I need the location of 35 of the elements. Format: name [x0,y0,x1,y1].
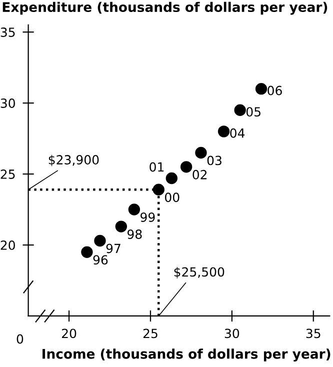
ref-line-label: $23,900 [48,154,99,166]
annotation: 06 [268,86,282,96]
annotation: 00 [165,192,180,202]
point [180,161,192,173]
point [218,126,230,138]
x-tick-label: 20 [62,328,76,338]
annotation: 96 [93,255,108,265]
annotation: 05 [246,107,260,117]
point [166,172,178,184]
annotation: 01 [150,162,164,172]
annotation: 04 [230,128,245,138]
point [81,246,93,258]
annotation: 03 [207,156,222,166]
point [195,146,207,159]
text: 0 [16,334,24,344]
y-axis-title: Expenditure (thousands of dollars per year) [2,2,328,15]
x-axis-title: Income (thousands of dollars per year) [42,348,330,362]
y-tick-label: 30 [0,98,15,108]
point [128,204,140,216]
y-tick-label: 20 [0,240,15,250]
y-tick-label: 35 [0,28,15,37]
x-tick-label: 25 [143,328,158,338]
annotation: 02 [192,170,207,180]
ref-line-label: $25,500 [174,266,224,278]
point [234,104,246,116]
x-tick-label: 35 [306,328,320,338]
point [115,220,128,232]
annotation: 97 [106,244,120,254]
y-tick-label: 25 [0,169,15,179]
x-tick-label: 30 [224,328,240,338]
point [255,82,268,95]
annotation: 98 [128,230,142,239]
point [94,234,106,247]
point [152,184,164,196]
annotation: 99 [140,212,155,222]
